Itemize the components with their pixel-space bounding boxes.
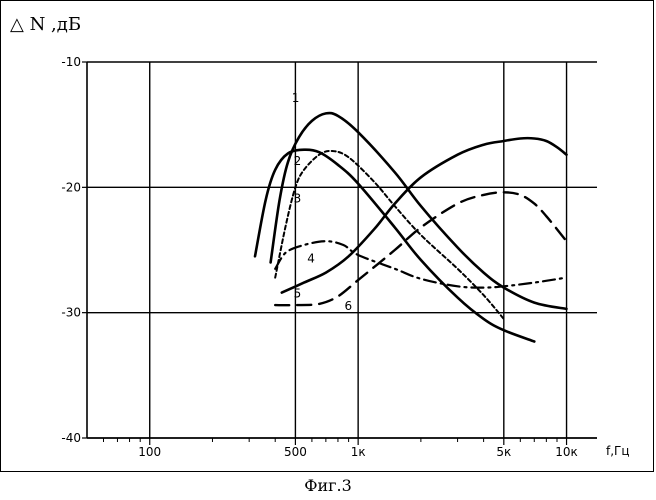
x-tick-label: 5к (496, 445, 511, 459)
y-tick-label: -30 (61, 306, 81, 320)
y-axis-label-text: N ,дБ (30, 14, 82, 35)
series-line-5 (282, 138, 567, 292)
series-labels: 1 2 3 4 5 6 (292, 91, 352, 313)
x-axis-label: f,Гц (606, 444, 630, 458)
series-line-3 (275, 151, 504, 319)
x-tick-label: 1к (351, 445, 366, 459)
line-chart: 100 500 1к 5к 10к -10 -20 -30 -40 1 2 3 4 5 6 △ N ,дБ… (0, 0, 656, 472)
x-tick-label: 100 (138, 445, 161, 459)
x-tick-label: 10к (555, 445, 578, 459)
series-lines (255, 113, 567, 341)
series-label-1: 1 (292, 91, 300, 105)
y-tick-label: -20 (61, 180, 81, 194)
y-tick-label: -40 (61, 431, 81, 445)
figure-caption: Фиг.3 (0, 476, 656, 495)
axes (82, 62, 597, 445)
series-line-4 (275, 241, 566, 287)
series-label-2: 2 (294, 154, 302, 168)
series-label-3: 3 (294, 191, 302, 205)
delta-symbol: △ (10, 14, 24, 35)
series-label-5: 5 (294, 287, 302, 301)
series-label-4: 4 (307, 252, 315, 266)
y-axis-label: △ N ,дБ (10, 14, 81, 35)
series-line-6 (275, 192, 566, 305)
series-label-6: 6 (344, 299, 352, 313)
y-tick-label: -10 (61, 55, 81, 69)
series-line-1 (271, 113, 567, 309)
x-tick-label: 500 (284, 445, 307, 459)
